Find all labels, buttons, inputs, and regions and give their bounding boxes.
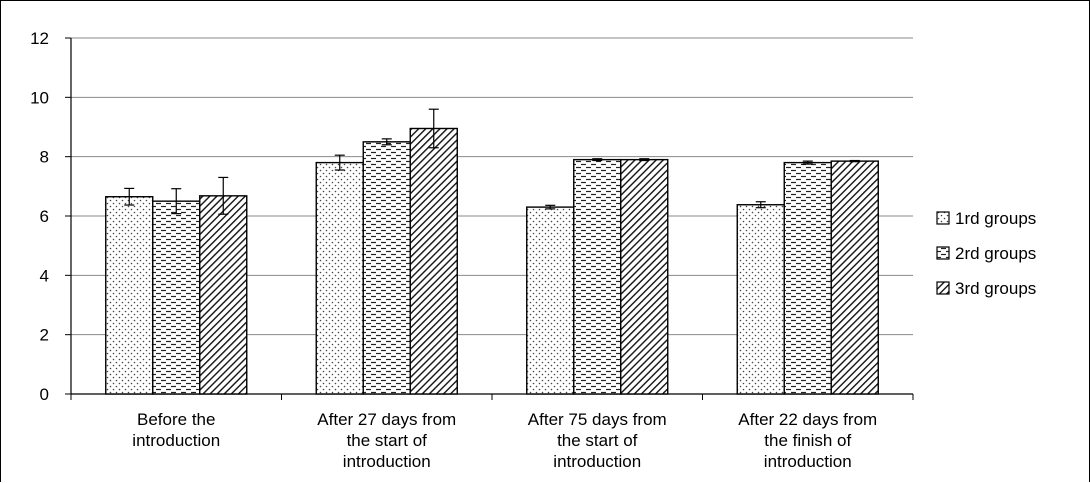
x-category-label: the finish of [764,431,851,450]
bar [152,200,201,395]
x-category-label: the start of [347,431,428,450]
x-category-label: After 27 days from [317,410,456,429]
x-category-label: introduction [343,452,431,471]
bar [526,206,575,395]
y-tick-label: 6 [40,207,49,226]
x-category-label: Before the [137,410,215,429]
bar [105,196,154,395]
bar [783,161,832,395]
legend: 1rd groups 2rd groups 3rd groups [936,209,1036,298]
x-category-label: the start of [557,431,638,450]
y-tick-label: 4 [40,266,49,285]
legend-swatch [936,211,950,225]
legend-label: 2rd groups [955,244,1036,263]
bar [362,141,411,395]
x-category-label: After 22 days from [738,410,877,429]
bar [409,127,458,395]
y-tick-label: 2 [40,326,49,345]
x-category-label: introduction [553,452,641,471]
bar [736,204,785,395]
x-category-label: After 75 days from [528,410,667,429]
y-tick-label: 8 [40,148,49,167]
bar [830,160,879,395]
y-tick-label: 12 [30,29,49,48]
bar [315,161,364,395]
bar [573,158,622,395]
bar [620,158,669,395]
legend-swatch [936,246,950,260]
bar [199,195,248,395]
y-tick-label: 0 [40,385,49,404]
x-category-label: introduction [764,452,852,471]
legend-swatch [936,281,950,295]
x-category-label: introduction [132,431,220,450]
legend-label: 3rd groups [955,279,1036,298]
tick-labels: 0 2 4 6 8 10 12 Before the introduction After 27 … [30,29,877,471]
bars [105,108,879,395]
y-tick-label: 10 [30,88,49,107]
legend-label: 1rd groups [955,209,1036,228]
